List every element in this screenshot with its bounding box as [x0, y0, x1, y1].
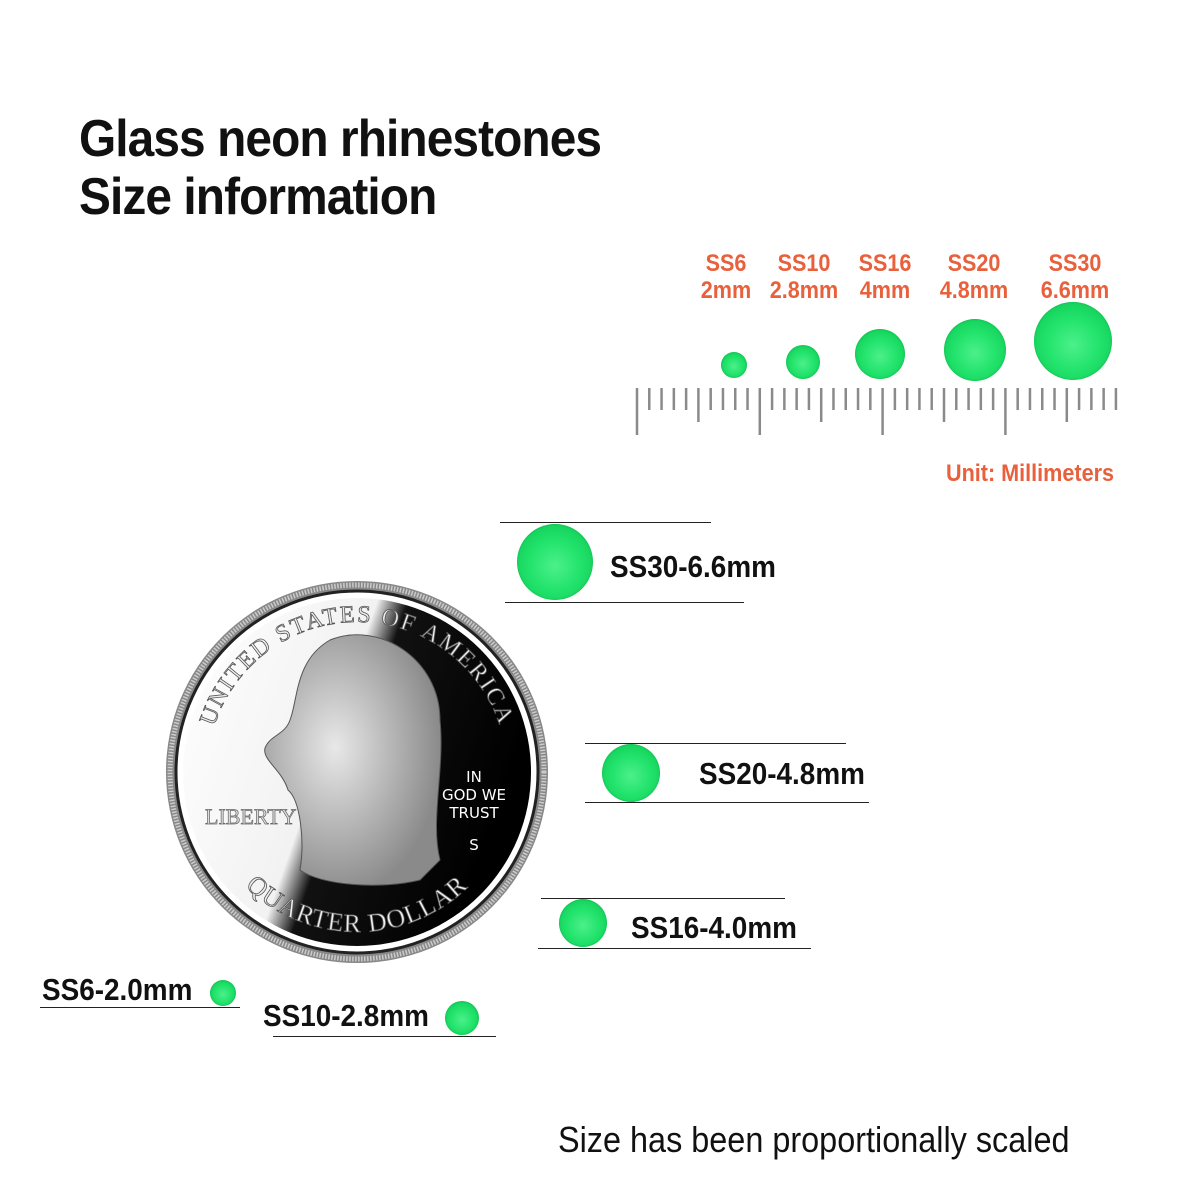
gem-ss16	[559, 899, 607, 947]
coin-motto-3: TRUST	[448, 804, 499, 822]
size-mm: 4mm	[859, 277, 911, 304]
size-label-ss6: SS6 2mm	[699, 250, 753, 304]
size-label-ss16: SS16 4mm	[854, 250, 917, 304]
coin-bottom-text: QUARTER DOLLAR	[241, 869, 473, 939]
divider	[585, 743, 846, 744]
divider	[273, 1036, 496, 1037]
gem-ss10	[445, 1001, 479, 1035]
label-ss6: SS6-2.0mm	[42, 972, 193, 1007]
unit-label: Unit: Millimeters	[946, 460, 1115, 487]
coin-motto-1: IN	[466, 768, 482, 786]
title-line-2: Size information	[79, 168, 437, 226]
coin-top-text: UNITED STATES OF AMERICA	[195, 601, 518, 729]
size-code: SS16	[858, 250, 912, 277]
size-code: SS6	[705, 250, 747, 277]
size-code: SS10	[777, 250, 831, 277]
size-code: SS20	[947, 250, 1001, 277]
size-mm: 4.8mm	[939, 277, 1009, 304]
gem-ss16-chart	[855, 329, 905, 379]
label-ss20: SS20-4.8mm	[699, 756, 865, 791]
gem-ss10-chart	[786, 345, 820, 379]
gem-ss20-chart	[944, 319, 1006, 381]
label-ss10: SS10-2.8mm	[263, 998, 429, 1033]
divider	[40, 1007, 240, 1008]
size-label-ss30: SS30 6.6mm	[1037, 250, 1113, 304]
size-mm: 2mm	[700, 277, 752, 304]
label-ss16: SS16-4.0mm	[631, 910, 797, 945]
size-label-ss10: SS10 2.8mm	[768, 250, 840, 304]
divider	[585, 802, 869, 803]
size-label-ss20: SS20 4.8mm	[936, 250, 1012, 304]
divider	[505, 602, 744, 603]
svg-text:QUARTER DOLLAR: QUARTER DOLLAR	[241, 869, 473, 938]
size-mm: 6.6mm	[1040, 277, 1110, 304]
gem-ss30	[517, 524, 593, 600]
gem-ss6	[210, 980, 236, 1006]
size-code: SS30	[1048, 250, 1102, 277]
coin-motto-2: GOD WE	[442, 786, 506, 804]
divider	[538, 948, 811, 949]
title-line-1: Glass neon rhinestones	[79, 110, 602, 168]
gem-ss6-chart	[721, 352, 747, 378]
divider	[500, 522, 711, 523]
coin-liberty: LIBERTY	[205, 804, 297, 829]
divider	[541, 898, 785, 899]
size-mm: 2.8mm	[769, 277, 839, 304]
footnote: Size has been proportionally scaled	[558, 1119, 1070, 1160]
coin-mint-mark: S	[469, 836, 479, 854]
gem-ss30-chart	[1034, 302, 1112, 380]
gem-ss20	[602, 744, 660, 802]
svg-text:UNITED STATES OF AMERICA: UNITED STATES OF AMERICA	[195, 602, 519, 729]
label-ss30: SS30-6.6mm	[610, 549, 776, 584]
